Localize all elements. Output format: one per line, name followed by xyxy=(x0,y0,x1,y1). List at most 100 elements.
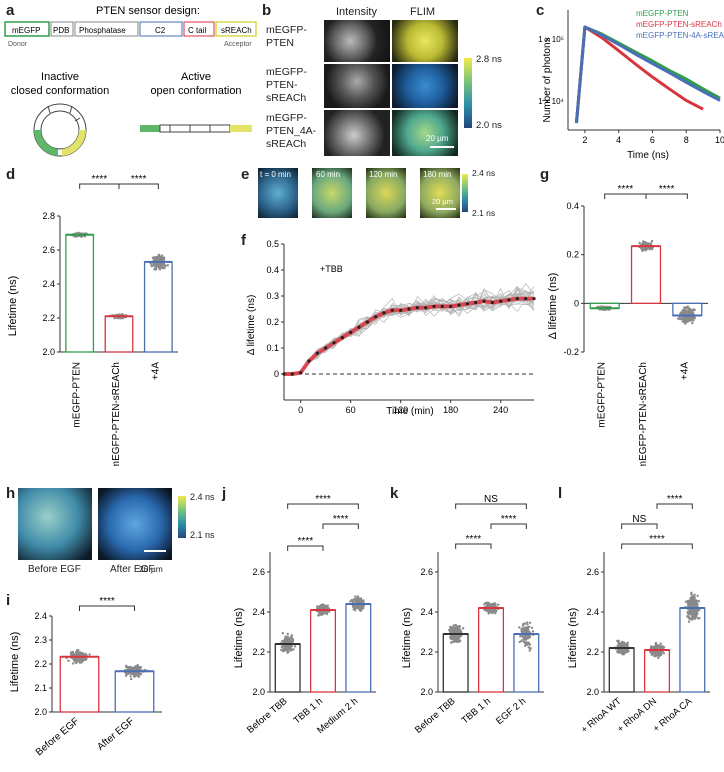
l-point xyxy=(617,649,621,652)
d-point xyxy=(155,263,159,267)
k-category-1: TBB 1 h xyxy=(460,696,493,726)
l-point xyxy=(692,613,695,617)
panel-i: Lifetime (ns) 2.0 2.1 2.2 2.3 2.4 Before EGF A… xyxy=(9,596,162,758)
domain-phosphatase xyxy=(74,21,139,37)
c-legend-pten-sreach: mEGFP-PTEN-sREACh xyxy=(636,20,722,29)
f-mean-point xyxy=(490,300,494,305)
e-image-120min xyxy=(366,168,406,218)
f-xlabel: Time (min) xyxy=(386,406,433,417)
i-point xyxy=(125,664,128,667)
intensity-image-pten xyxy=(324,20,390,62)
k-point xyxy=(526,627,529,630)
j-point xyxy=(359,597,363,600)
f-mean-point xyxy=(315,351,319,355)
c-xtick-label: 8 xyxy=(684,135,689,145)
l-point xyxy=(616,644,620,647)
l-point xyxy=(660,645,663,648)
g-point xyxy=(640,248,643,251)
i-sig-1 xyxy=(79,605,135,611)
i-ytick-label: 2.1 xyxy=(34,683,47,693)
i-point xyxy=(128,671,132,675)
k-point xyxy=(491,602,495,606)
k-point xyxy=(528,643,532,646)
g-point xyxy=(642,240,645,243)
l-point xyxy=(695,599,699,602)
l-point xyxy=(657,653,660,656)
j-point xyxy=(355,606,358,609)
i-point xyxy=(130,677,133,681)
l-point xyxy=(690,611,694,614)
f-ytick-label: 0.5 xyxy=(266,239,279,249)
j-point xyxy=(359,600,362,604)
d-point xyxy=(149,262,152,265)
i-point xyxy=(80,653,83,656)
g-point xyxy=(681,316,685,320)
row-label-pten: mEGFP- PTEN xyxy=(266,24,307,49)
g-ytick-label: 0.2 xyxy=(566,250,579,260)
c-ytick-1e4: 1 × 10⁴ xyxy=(538,97,564,106)
g-point xyxy=(693,308,696,312)
k-point xyxy=(483,608,486,611)
c-series-2 xyxy=(574,25,721,124)
k-point xyxy=(452,637,456,640)
g-point xyxy=(688,307,692,311)
i-point xyxy=(136,665,140,669)
l-point xyxy=(698,608,701,612)
g-sig-2-label: **** xyxy=(659,184,675,195)
i-point xyxy=(81,657,84,661)
e-time-0: t = 0 min xyxy=(260,170,291,179)
d-point xyxy=(83,235,87,238)
g-point xyxy=(679,312,682,316)
i-point xyxy=(125,671,129,675)
g-point xyxy=(650,239,654,243)
j-point xyxy=(286,635,289,638)
g-point xyxy=(687,310,691,313)
g-point xyxy=(691,310,694,313)
d-point xyxy=(158,268,162,271)
l-point xyxy=(655,652,658,656)
i-point xyxy=(124,674,128,677)
k-point xyxy=(452,628,456,631)
i-ytick-label: 2.4 xyxy=(34,611,47,621)
c-legend-pten: mEGFP-PTEN xyxy=(636,9,689,18)
domain-label-mEGFP: mEGFP xyxy=(12,26,40,35)
j-ytick-label: 2.6 xyxy=(252,567,265,577)
l-point xyxy=(659,651,663,655)
i-ytick-label: 2.2 xyxy=(34,659,47,669)
l-point xyxy=(620,640,624,644)
f-mean-point xyxy=(382,311,386,315)
l-ytick-label: 2.0 xyxy=(586,687,599,697)
d-sig-2 xyxy=(118,183,159,189)
k-category-2: EGF 2 h xyxy=(494,696,528,727)
d-category-0: mEGFP-PTEN xyxy=(72,362,83,428)
l-point xyxy=(692,597,695,600)
e-time-180: 180 min xyxy=(423,170,452,179)
e-time-60: 60 min xyxy=(316,170,341,179)
k-point xyxy=(457,627,460,630)
colorbar-e xyxy=(462,174,468,212)
l-ytick-label: 2.4 xyxy=(586,607,599,617)
panel-a-title: PTEN sensor design: xyxy=(96,5,200,17)
g-point xyxy=(642,243,645,246)
k-point xyxy=(528,649,531,652)
panel-j: Lifetime (ns) 2.0 2.2 2.4 2.6 Before TBB TBB … xyxy=(233,494,376,736)
j-point xyxy=(284,647,287,651)
l-point xyxy=(692,603,695,607)
j-sig-2-label: **** xyxy=(333,514,349,525)
k-point xyxy=(459,628,462,632)
j-ytick-label: 2.4 xyxy=(252,607,265,617)
i-point xyxy=(67,659,70,662)
g-point xyxy=(642,248,645,251)
d-ytick-label: 2.2 xyxy=(42,313,55,323)
f-mean-point xyxy=(507,298,511,302)
f-mean-point xyxy=(374,315,378,319)
l-point xyxy=(695,614,698,617)
l-point xyxy=(688,601,691,604)
f-mean-point xyxy=(349,330,353,334)
j-point xyxy=(290,634,294,637)
panel-label-e: e xyxy=(241,166,250,183)
k-point xyxy=(526,635,529,638)
colorbar-max-e: 2.4 ns xyxy=(472,168,496,178)
k-ylabel: Lifetime (ns) xyxy=(401,608,413,669)
k-sig-2 xyxy=(490,523,527,529)
